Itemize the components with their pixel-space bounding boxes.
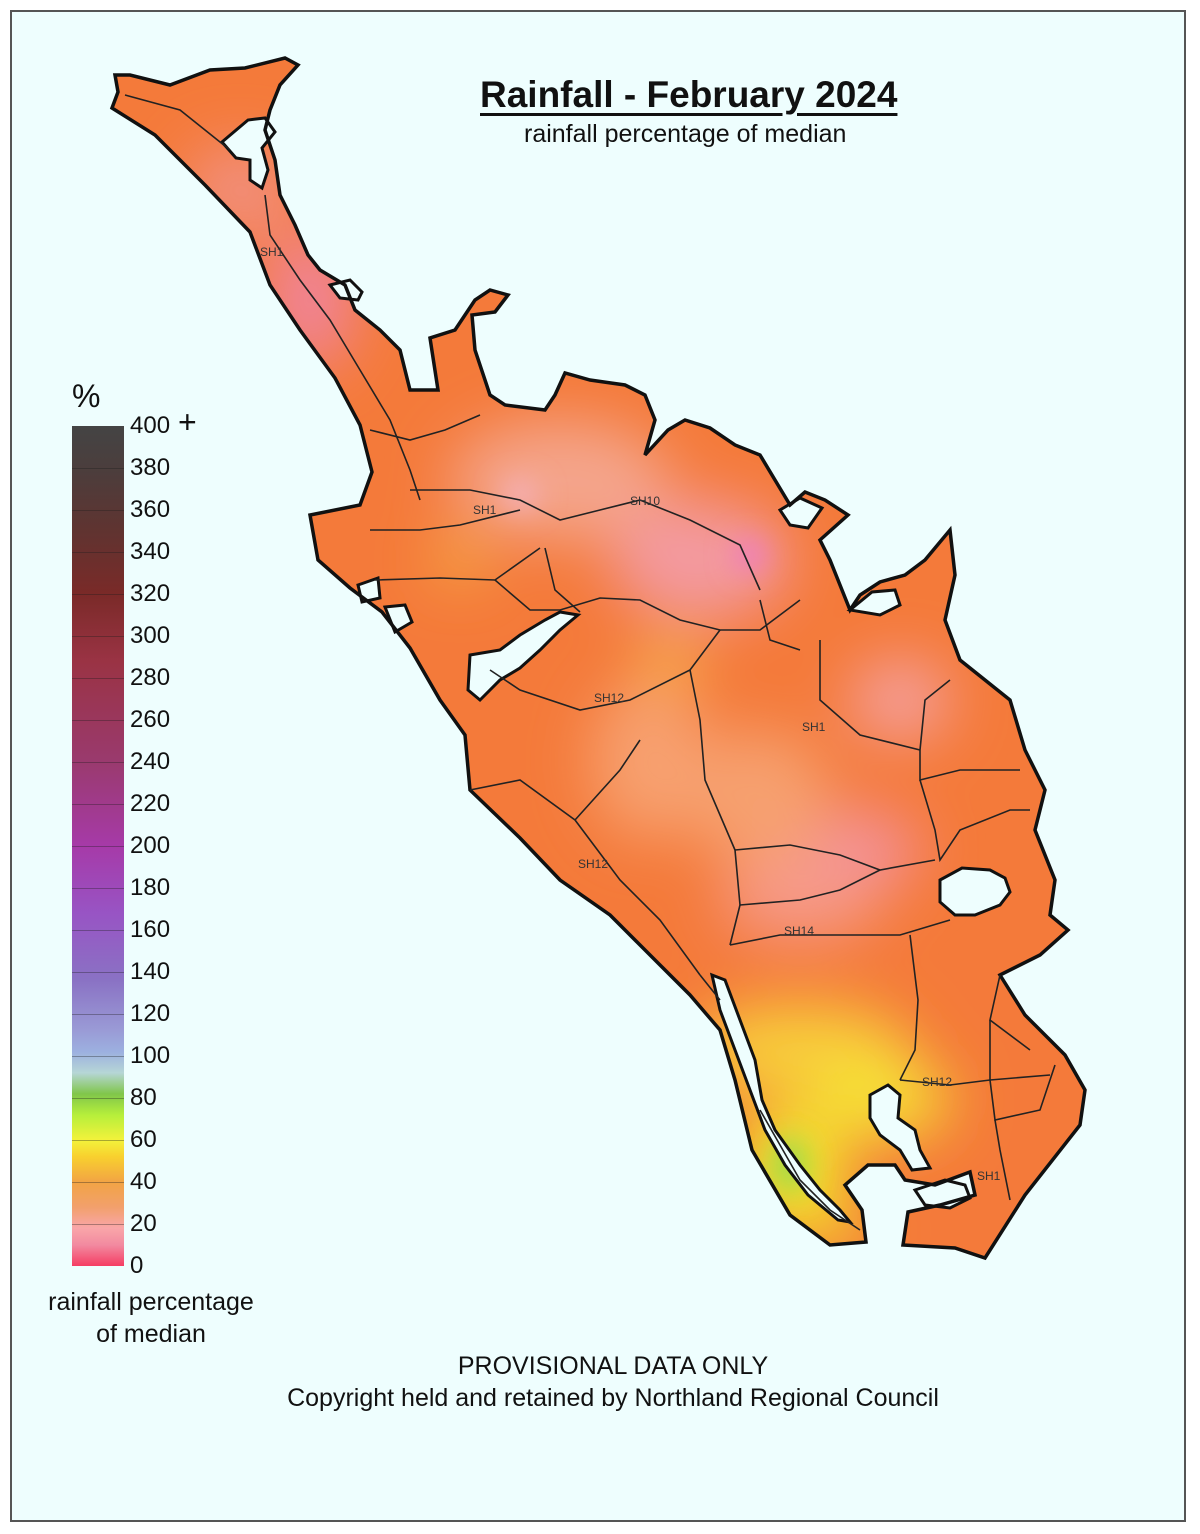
legend-tick-label: 320 (130, 580, 171, 607)
road-label-sh12-east: SH12 (922, 1075, 952, 1089)
land-area (112, 58, 1085, 1258)
legend-tick-label: 360 (130, 496, 171, 523)
legend-tick-line (72, 930, 124, 931)
legend-tick-label: 400 (130, 412, 171, 439)
road-label-sh1-kaitaia: SH1 (473, 503, 497, 517)
notice: PROVISIONAL DATA ONLY Copyright held and… (232, 1350, 994, 1414)
legend-tick-line (72, 804, 124, 805)
road-label-sh12-north: SH12 (594, 691, 624, 705)
legend-tick-label: 120 (130, 1000, 171, 1027)
legend-tick-label: 180 (130, 874, 171, 901)
legend-tick-line (72, 636, 124, 637)
road-label-sh10: SH10 (630, 494, 660, 508)
legend-tick-line (72, 1014, 124, 1015)
legend-tick-label: 240 (130, 748, 171, 775)
road-label-sh1-south: SH1 (977, 1169, 1001, 1183)
legend-tick-label: 100 (130, 1042, 171, 1069)
legend-tick-line (72, 1056, 124, 1057)
legend-tick-label: 160 (130, 916, 171, 943)
legend-tick-label: 340 (130, 538, 171, 565)
legend-tick-line (72, 594, 124, 595)
coastline (109, 56, 1087, 1261)
legend-unit: % (72, 378, 101, 414)
legend-tick-line (72, 510, 124, 511)
legend-tick-label: 260 (130, 706, 171, 733)
road-label-sh12-south: SH12 (578, 857, 608, 871)
legend-tick-label: 380 (130, 454, 171, 481)
legend-tick-line (72, 1140, 124, 1141)
road-label-sh1-north: SH1 (260, 245, 284, 259)
legend-tick-label: 200 (130, 832, 171, 859)
legend-tick-line (72, 678, 124, 679)
road-label-sh1-central: SH1 (802, 720, 826, 734)
rainfall-surface (185, 145, 950, 1250)
legend-tick-label: 280 (130, 664, 171, 691)
copyright-notice: Copyright held and retained by Northland… (287, 1384, 939, 1412)
legend-tick-line (72, 552, 124, 553)
legend-tick-line (72, 720, 124, 721)
legend-tick-line (72, 1098, 124, 1099)
legend-colour-bar (72, 426, 124, 1266)
legend-caption-line2: of median (96, 1320, 206, 1348)
legend-tick-line (72, 972, 124, 973)
legend-tick-line (72, 762, 124, 763)
legend-tick-label: 80 (130, 1084, 157, 1111)
road-label-sh14: SH14 (784, 924, 814, 938)
legend-caption-line1: rainfall percentage (48, 1288, 254, 1316)
legend-tick-label: 0 (130, 1252, 144, 1279)
legend-caption: rainfall percentage of median (30, 1286, 272, 1350)
provisional-notice: PROVISIONAL DATA ONLY (457, 1352, 769, 1380)
road-labels: SH1 SH1 SH10 SH12 SH1 SH12 SH14 SH12 SH1 (260, 245, 1001, 1183)
district-boundaries (124, 94, 1056, 1231)
legend-tick-label: 60 (130, 1126, 157, 1153)
legend-plus: + (178, 404, 197, 440)
legend-tick-label: 20 (130, 1210, 157, 1237)
legend-tick-label: 140 (130, 958, 171, 985)
legend-tick-label: 220 (130, 790, 171, 817)
legend-tick-label: 40 (130, 1168, 157, 1195)
legend-tick-line (72, 888, 124, 889)
legend-tick-line (72, 1182, 124, 1183)
map-title: Rainfall - February 2024 (480, 74, 898, 115)
legend-tick-line (72, 468, 124, 469)
map-subtitle: rainfall percentage of median (524, 120, 847, 148)
legend-tick-line (72, 846, 124, 847)
legend-tick-line (72, 1224, 124, 1225)
legend-tick-label: 300 (130, 622, 171, 649)
